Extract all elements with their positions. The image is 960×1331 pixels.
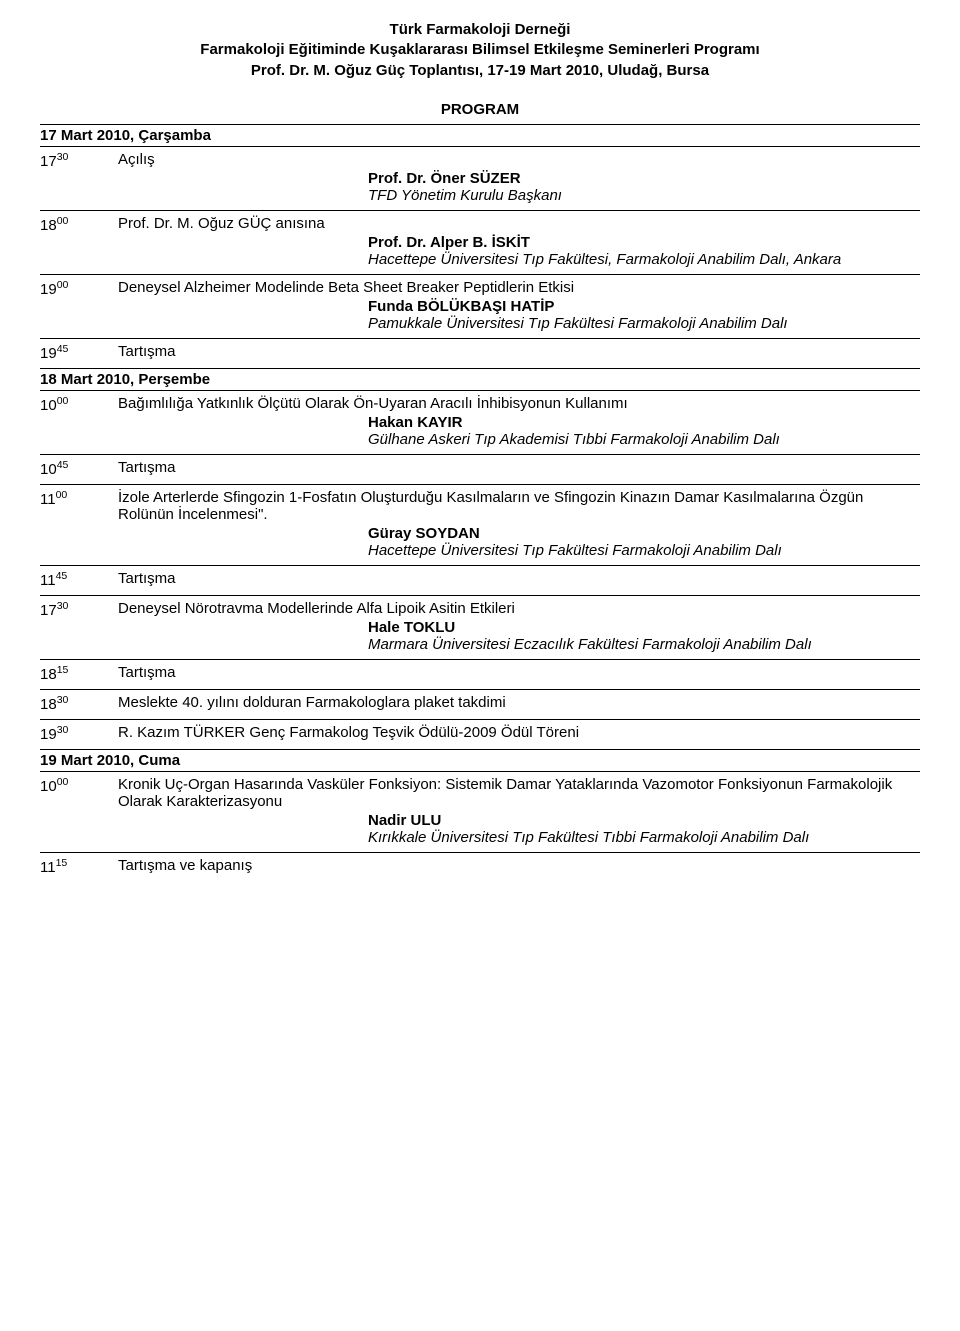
content-cell: Meslekte 40. yılını dolduran Farmakologl… [118,694,920,713]
topic-text: Prof. Dr. M. Oğuz GÜÇ anısına [118,215,920,232]
topic-text: Tartışma [118,570,920,587]
header-line-3: Prof. Dr. M. Oğuz Güç Toplantısı, 17-19 … [40,61,920,81]
speaker-name: Güray SOYDAN [368,525,920,542]
day-header: 17 Mart 2010, Çarşamba [40,124,920,147]
topic-text: Tartışma [118,664,920,681]
schedule-row: 1000Kronik Uç-Organ Hasarında Vasküler F… [40,772,920,853]
header-line-1: Türk Farmakoloji Derneği [40,20,920,40]
topic-text: Kronik Uç-Organ Hasarında Vasküler Fonks… [118,776,920,810]
schedule-row: 1115Tartışma ve kapanış [40,853,920,882]
time-cell: 1145 [40,570,118,589]
day-header: 19 Mart 2010, Cuma [40,749,920,772]
content-cell: Açılış Prof. Dr. Öner SÜZERTFD Yönetim Ku… [118,151,920,204]
time-cell: 1815 [40,664,118,683]
schedule-row: 1815Tartışma [40,660,920,690]
time-cell: 1730 [40,600,118,653]
content-cell: Tartışma [118,664,920,683]
topic-text: R. Kazım TÜRKER Genç Farmakolog Teşvik Ö… [118,724,920,741]
speaker-affiliation: Marmara Üniversitesi Eczacılık Fakültesi… [368,636,920,653]
speaker-name: Hale TOKLU [368,619,920,636]
content-cell: R. Kazım TÜRKER Genç Farmakolog Teşvik Ö… [118,724,920,743]
speaker-affiliation: Gülhane Askeri Tıp Akademisi Tıbbi Farma… [368,431,920,448]
speaker-affiliation: TFD Yönetim Kurulu Başkanı [368,187,920,204]
topic-text: Tartışma [118,343,920,360]
schedule-row: 1830Meslekte 40. yılını dolduran Farmako… [40,690,920,720]
speaker-affiliation: Hacettepe Üniversitesi Tıp Fakültesi Far… [368,542,920,559]
time-cell: 1830 [40,694,118,713]
content-cell: Tartışma ve kapanış [118,857,920,876]
schedule-row: 1730Açılış Prof. Dr. Öner SÜZERTFD Yöneti… [40,147,920,211]
schedule-row: 1000Bağımlılığa Yatkınlık Ölçütü Olarak … [40,391,920,455]
content-cell: Bağımlılığa Yatkınlık Ölçütü Olarak Ön-U… [118,395,920,448]
schedule-row: 1045Tartışma [40,455,920,485]
topic-text: Deneysel Nörotravma Modellerinde Alfa Li… [118,600,920,617]
content-cell: Kronik Uç-Organ Hasarında Vasküler Fonks… [118,776,920,846]
time-cell: 1115 [40,857,118,876]
time-cell: 1000 [40,776,118,846]
schedule-row: 1100İzole Arterlerde Sfingozin 1-Fosfatı… [40,485,920,566]
time-cell: 1900 [40,279,118,332]
speaker-block: Prof. Dr. Alper B. İSKİTHacettepe Üniver… [368,234,920,268]
content-cell: Tartışma [118,570,920,589]
speaker-block: Nadir ULUKırıkkale Üniversitesi Tıp Fakü… [368,812,920,846]
topic-text: Tartışma [118,459,920,476]
day-header: 18 Mart 2010, Perşembe [40,368,920,391]
speaker-block: Prof. Dr. Öner SÜZERTFD Yönetim Kurulu B… [368,170,920,204]
speaker-affiliation: Hacettepe Üniversitesi Tıp Fakültesi, Fa… [368,251,920,268]
speaker-name: Prof. Dr. Alper B. İSKİT [368,234,920,251]
speaker-name: Prof. Dr. Öner SÜZER [368,170,920,187]
program-label: PROGRAM [40,101,920,118]
document-header: Türk Farmakoloji Derneği Farmakoloji Eği… [40,20,920,81]
schedule-row: 1730Deneysel Nörotravma Modellerinde Alf… [40,596,920,660]
topic-text: İzole Arterlerde Sfingozin 1-Fosfatın Ol… [118,489,920,523]
schedule-row: 1900Deneysel Alzheimer Modelinde Beta Sh… [40,275,920,339]
topic-text: Bağımlılığa Yatkınlık Ölçütü Olarak Ön-U… [118,395,920,412]
time-cell: 1930 [40,724,118,743]
speaker-affiliation: Kırıkkale Üniversitesi Tıp Fakültesi Tıb… [368,829,920,846]
content-cell: Deneysel Nörotravma Modellerinde Alfa Li… [118,600,920,653]
schedule-row: 1930R. Kazım TÜRKER Genç Farmakolog Teşv… [40,720,920,749]
content-cell: Prof. Dr. M. Oğuz GÜÇ anısına Prof. Dr. A… [118,215,920,268]
content-cell: Deneysel Alzheimer Modelinde Beta Sheet … [118,279,920,332]
speaker-block: Hale TOKLUMarmara Üniversitesi Eczacılık… [368,619,920,653]
time-cell: 1000 [40,395,118,448]
speaker-block: Güray SOYDANHacettepe Üniversitesi Tıp F… [368,525,920,559]
speaker-name: Funda BÖLÜKBAŞI HATİP [368,298,920,315]
header-line-2: Farmakoloji Eğitiminde Kuşaklararası Bil… [40,40,920,60]
topic-text: Açılış [118,151,920,168]
speaker-name: Hakan KAYIR [368,414,920,431]
time-cell: 1045 [40,459,118,478]
time-cell: 1100 [40,489,118,559]
topic-text: Meslekte 40. yılını dolduran Farmakologl… [118,694,920,711]
topic-text: Deneysel Alzheimer Modelinde Beta Sheet … [118,279,920,296]
speaker-block: Hakan KAYIRGülhane Askeri Tıp Akademisi … [368,414,920,448]
schedule-row: 1800Prof. Dr. M. Oğuz GÜÇ anısınaProf. D… [40,211,920,275]
schedule-row: 1945Tartışma [40,339,920,368]
speaker-name: Nadir ULU [368,812,920,829]
speaker-affiliation: Pamukkale Üniversitesi Tıp Fakültesi Far… [368,315,920,332]
time-cell: 1945 [40,343,118,362]
schedule-container: 17 Mart 2010, Çarşamba1730AçılışProf. Dr… [40,124,920,882]
time-cell: 1800 [40,215,118,268]
topic-text: Tartışma ve kapanış [118,857,920,874]
content-cell: İzole Arterlerde Sfingozin 1-Fosfatın Ol… [118,489,920,559]
time-cell: 1730 [40,151,118,204]
content-cell: Tartışma [118,459,920,478]
content-cell: Tartışma [118,343,920,362]
speaker-block: Funda BÖLÜKBAŞI HATİPPamukkale Üniversit… [368,298,920,332]
schedule-row: 1145Tartışma [40,566,920,596]
